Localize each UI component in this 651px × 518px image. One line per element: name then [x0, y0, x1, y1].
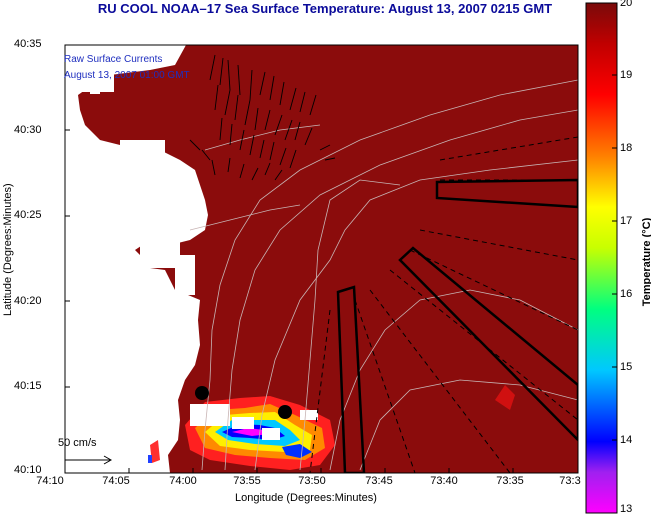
station-marker [278, 405, 292, 419]
colorbar-tick-label: 14 [620, 434, 633, 446]
x-tick-label: 74:05 [102, 475, 130, 487]
axis-ticks [64, 44, 514, 474]
colorbar-tick-label: 16 [620, 288, 633, 300]
colorbar-tick-label: 17 [620, 215, 633, 227]
colorbar-ticks [612, 74, 617, 441]
x-tick-label: 73:45 [365, 475, 393, 487]
station-marker [195, 386, 209, 400]
y-tick-label: 40:20 [14, 295, 42, 307]
survey-boxes [336, 178, 578, 473]
colorbar-title: Temperature (°C) [641, 217, 651, 307]
x-tick-label: 73:35 [496, 475, 524, 487]
x-tick-label: 73:55 [233, 475, 261, 487]
y-tick-label: 40:25 [14, 209, 42, 221]
cloud-mask [90, 82, 318, 440]
colorbar-tick-label: 20 [620, 0, 633, 9]
colorbar-tick-label: 18 [620, 142, 633, 154]
colorbar-tick-label: 15 [620, 361, 633, 373]
scale-vector-arrow [65, 455, 113, 465]
radar-transects [309, 136, 578, 473]
x-tick-label: 73:3 [559, 475, 581, 487]
y-tick-label: 40:30 [14, 124, 42, 136]
surface-current-vectors [189, 54, 336, 181]
map-title: RU COOL NOAA–17 Sea Surface Temperature:… [97, 1, 553, 16]
currents-label: Raw Surface Currents [64, 54, 163, 65]
colorbar [585, 2, 618, 514]
scale-vector-label: 50 cm/s [58, 437, 97, 449]
colorbar-tick-label: 19 [620, 69, 633, 81]
sst-field [78, 45, 578, 473]
x-axis-label: Longitude (Degrees:Minutes) [235, 492, 377, 504]
currents-timestamp: August 13, 2007 01:00 GMT [64, 70, 190, 81]
colorbar-tick-label: 13 [620, 503, 633, 515]
x-tick-label: 73:50 [298, 475, 326, 487]
y-tick-label: 40:15 [14, 380, 42, 392]
x-tick-label: 74:10 [36, 475, 64, 487]
y-tick-label: 40:35 [14, 38, 42, 50]
x-tick-label: 74:00 [169, 475, 197, 487]
x-tick-label: 73:40 [430, 475, 458, 487]
y-axis-label: Latitude (Degrees:Minutes) [2, 183, 14, 316]
y-tick-label: 40:10 [14, 464, 42, 476]
